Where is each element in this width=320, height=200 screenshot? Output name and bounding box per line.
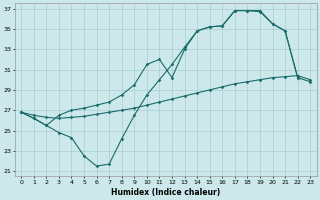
X-axis label: Humidex (Indice chaleur): Humidex (Indice chaleur) xyxy=(111,188,220,197)
